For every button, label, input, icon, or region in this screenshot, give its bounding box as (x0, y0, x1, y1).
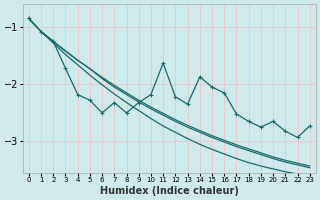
X-axis label: Humidex (Indice chaleur): Humidex (Indice chaleur) (100, 186, 239, 196)
